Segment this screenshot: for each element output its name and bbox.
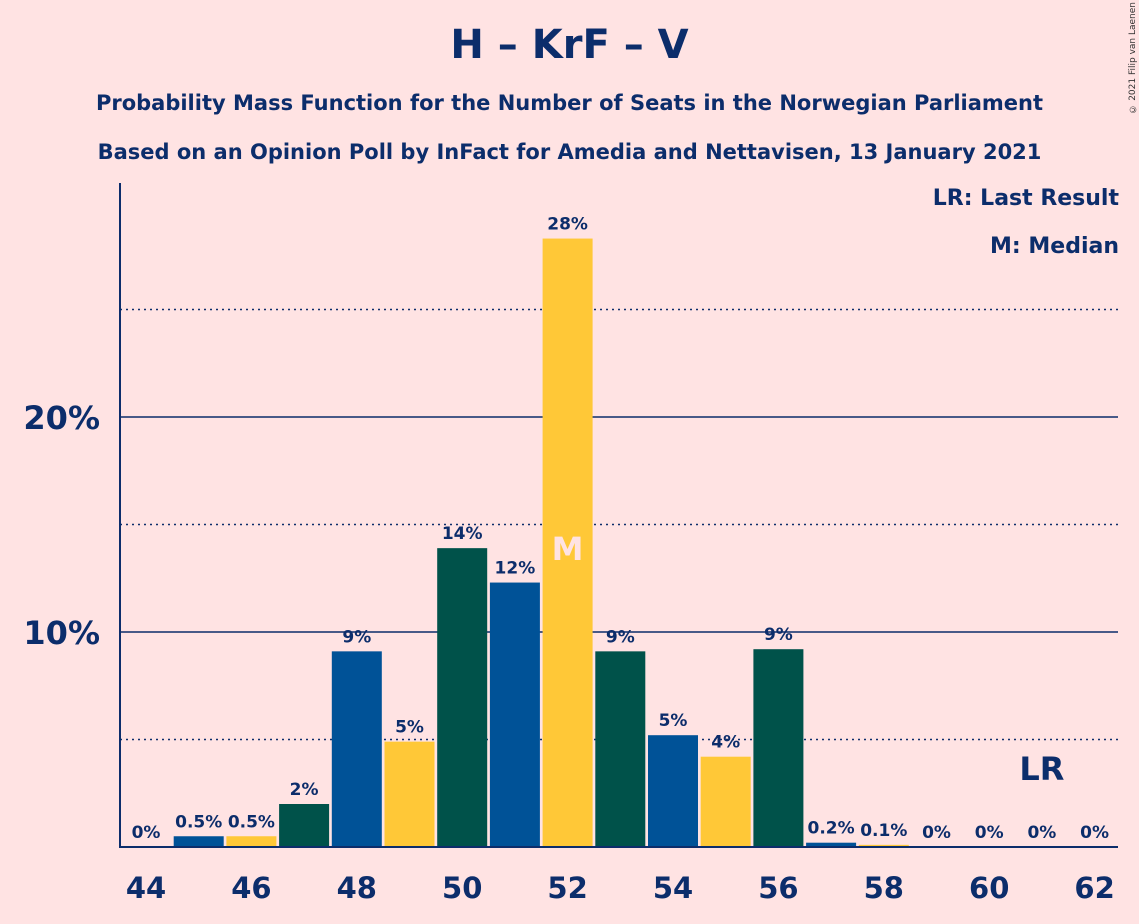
- bar-seat-57: [806, 842, 857, 847]
- bar-labels: 0% 0.5% 0.5% 2% 9% 5% 14% 12% 28% M 9% 5% 4% 9% 0.2% 0.…: [132, 215, 1109, 843]
- x-tick-label: 46: [231, 871, 271, 905]
- bar-seat-47: [279, 804, 330, 847]
- bar-seat-45: [173, 836, 224, 847]
- bars: [173, 238, 909, 848]
- bar-label-seat-44: 0%: [132, 823, 161, 843]
- legend-median: M: Median: [990, 234, 1119, 259]
- bar-seat-53: [595, 651, 646, 847]
- x-tick-label: 54: [653, 871, 693, 905]
- bar-label-seat-62: 0%: [1080, 823, 1109, 843]
- bar-label-seat-48: 9%: [342, 627, 371, 647]
- bar-label-seat-56: 9%: [764, 625, 793, 645]
- bar-seat-51: [489, 582, 540, 847]
- bar-seat-46: [226, 836, 277, 847]
- bar-seat-50: [437, 548, 488, 847]
- bar-label-seat-53: 9%: [606, 627, 635, 647]
- x-tick-label: 44: [126, 871, 166, 905]
- bar-seat-55: [700, 756, 751, 847]
- y-tick-label: 10%: [23, 614, 100, 652]
- bar-label-seat-49: 5%: [395, 718, 424, 738]
- chart-title: H – KrF – V: [450, 22, 689, 68]
- last-result-marker: LR: [1019, 750, 1064, 788]
- legend-last-result: LR: Last Result: [932, 186, 1119, 211]
- chart-subtitle-2: Based on an Opinion Poll by InFact for A…: [97, 140, 1042, 164]
- bar-seat-48: [331, 651, 382, 847]
- x-tick-label: 52: [547, 871, 587, 905]
- bar-label-seat-60: 0%: [975, 823, 1004, 843]
- bar-seat-56: [753, 649, 804, 847]
- x-tick-label: 50: [442, 871, 482, 905]
- x-tick-label: 48: [337, 871, 377, 905]
- chart-subtitle-1: Probability Mass Function for the Number…: [95, 91, 1044, 115]
- bar-seat-54: [648, 735, 698, 847]
- y-tick-label: 20%: [23, 399, 100, 437]
- x-tick-label: 62: [1074, 871, 1114, 905]
- bar-label-seat-47: 2%: [290, 780, 319, 800]
- bar-label-seat-45: 0.5%: [175, 812, 222, 832]
- bar-label-seat-51: 12%: [495, 559, 536, 579]
- bar-label-seat-52: 28%: [547, 215, 588, 235]
- x-tick-label: 60: [969, 871, 1009, 905]
- bar-seat-58: [858, 844, 909, 847]
- bar-label-seat-57: 0.2%: [808, 819, 855, 839]
- bar-label-seat-55: 4%: [711, 733, 740, 753]
- axes: [119, 183, 1118, 848]
- bar-label-seat-61: 0%: [1027, 823, 1056, 843]
- bar-seat-52: [542, 238, 593, 848]
- x-tick-label: 58: [864, 871, 904, 905]
- axis-ticks: 44 46 48 50 52 54 56 58 60 62 10% 20%: [23, 399, 1114, 905]
- bar-label-seat-50: 14%: [442, 524, 483, 544]
- bar-label-seat-46: 0.5%: [228, 812, 275, 832]
- bar-label-seat-59: 0%: [922, 823, 951, 843]
- median-marker: M: [552, 530, 584, 568]
- bar-label-seat-54: 5%: [659, 711, 688, 731]
- x-tick-label: 56: [758, 871, 798, 905]
- bar-label-seat-58: 0.1%: [860, 821, 907, 841]
- bar-seat-49: [384, 741, 435, 847]
